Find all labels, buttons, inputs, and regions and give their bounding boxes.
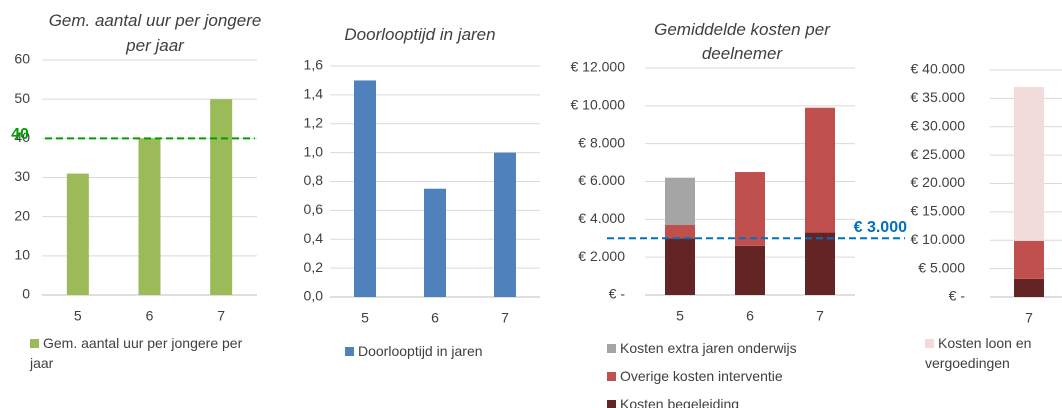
y-tick-label: 0,4 [304, 230, 324, 246]
y-tick-label: 1,2 [304, 114, 324, 130]
y-tick-label: € 5.000 [918, 259, 965, 275]
x-tick-label: 5 [74, 308, 82, 324]
y-tick-label: € 4.000 [578, 210, 625, 226]
bar [665, 225, 695, 239]
reference-label: € 3.000 [854, 219, 907, 236]
y-tick-label: 0,6 [304, 201, 324, 217]
legend-label: Doorlooptijd in jaren [358, 343, 483, 359]
bar [735, 172, 765, 246]
legend-label: Overige kosten interventie [620, 368, 783, 384]
x-tick-label: 5 [361, 310, 369, 326]
y-tick-label: 60 [14, 51, 30, 67]
y-tick-label: € 2.000 [578, 248, 625, 264]
y-tick-label: € 10.000 [571, 97, 626, 113]
legend-entry: Doorlooptijd in jaren [345, 341, 545, 361]
legend-swatch [607, 372, 616, 381]
y-tick-label: 1,0 [304, 143, 324, 159]
y-tick-label: 0,8 [304, 172, 324, 188]
legend-entry: Overige kosten interventie [607, 366, 827, 386]
bar [1014, 240, 1044, 279]
x-tick-label: 5 [676, 308, 684, 324]
bar [805, 107, 835, 233]
y-tick-label: € 12.000 [571, 59, 626, 75]
legend-label: Kosten begeleiding [620, 396, 740, 408]
bar [1014, 278, 1044, 297]
y-tick-label: € - [949, 288, 966, 304]
y-tick-label: 20 [14, 207, 30, 223]
bar [66, 173, 89, 295]
legend-entry: Kosten begeleiding [607, 394, 827, 408]
legend-label: Gem. aantal uur per jongere per jaar [30, 335, 243, 371]
legend-swatch [925, 339, 934, 348]
y-tick-label: € 10.000 [911, 231, 966, 247]
y-tick-label: € 30.000 [911, 117, 966, 133]
y-tick-label: € 6.000 [578, 172, 625, 188]
y-tick-label: 50 [14, 90, 30, 106]
y-tick-label: 1,4 [304, 86, 324, 102]
y-tick-label: € 8.000 [578, 134, 625, 150]
y-tick-label: € 20.000 [911, 174, 966, 190]
x-tick-label: 7 [501, 310, 509, 326]
legend-entry: Kosten extra jaren onderwijs [607, 338, 827, 358]
chart-title: Doorlooptijd in jaren [344, 25, 496, 44]
y-tick-label: € 15.000 [911, 203, 966, 219]
reference-label: 40 [11, 126, 29, 143]
y-tick-label: 40 [14, 129, 30, 145]
chart-title: Gemiddelde kosten per deelnemer [654, 20, 830, 63]
y-tick-label: 10 [14, 247, 30, 263]
legend-swatch [607, 400, 616, 408]
x-tick-label: 6 [746, 308, 754, 324]
legend-swatch [30, 339, 39, 348]
bar [805, 232, 835, 295]
legend-swatch [607, 344, 616, 353]
bar [138, 138, 161, 295]
y-tick-label: 0,0 [304, 288, 324, 304]
y-tick-label: 0,2 [304, 259, 324, 275]
legend-entry: Kosten loon en vergoedingen [925, 333, 1050, 373]
legend-label: Kosten loon en vergoedingen [925, 335, 1032, 371]
x-tick-label: 7 [217, 308, 225, 324]
bar [735, 245, 765, 295]
y-tick-label: € - [609, 286, 626, 302]
legend-entry: Gem. aantal uur per jongere per jaar [30, 333, 260, 373]
legend-label: Kosten extra jaren onderwijs [620, 340, 797, 356]
y-tick-label: € 25.000 [911, 146, 966, 162]
x-tick-label: 7 [1025, 310, 1033, 326]
x-tick-label: 7 [816, 308, 824, 324]
y-tick-label: 30 [14, 168, 30, 184]
y-tick-label: € 35.000 [911, 89, 966, 105]
bar [210, 99, 233, 296]
bar [354, 80, 376, 297]
bar [665, 177, 695, 226]
bar [424, 188, 446, 297]
legend-swatch [345, 347, 354, 356]
bar [1014, 87, 1044, 241]
y-tick-label: 0 [22, 286, 30, 302]
bar [494, 152, 516, 297]
y-tick-label: € 40.000 [911, 61, 966, 77]
y-tick-label: 1,6 [304, 57, 324, 73]
chart-title: Gem. aantal uur per jongere per jaar [48, 11, 262, 55]
x-tick-label: 6 [146, 308, 154, 324]
bar [665, 238, 695, 295]
x-tick-label: 6 [431, 310, 439, 326]
